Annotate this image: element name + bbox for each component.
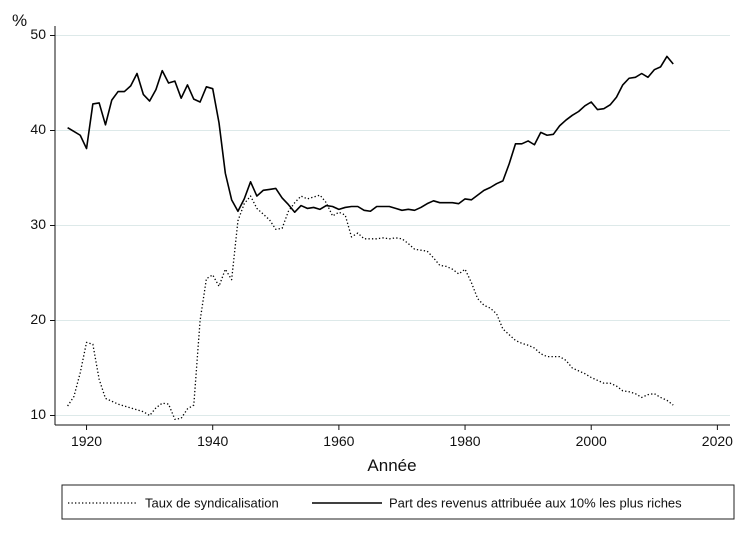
y-axis-title: % [12,11,27,30]
legend: Taux de syndicalisation Part des revenus… [61,484,735,520]
y-tick-label-10: 10 [30,406,46,422]
x-tick-label-2020: 2020 [702,433,733,449]
series-layer [67,55,674,420]
gridlines [55,35,730,416]
x-tick-label-2000: 2000 [576,433,607,449]
x-tick-label-1980: 1980 [449,433,480,449]
y-tick-label-40: 40 [30,121,46,137]
x-axis-title: Année [367,456,416,475]
y-tick-label-50: 50 [30,26,46,42]
x-tick-label-1960: 1960 [323,433,354,449]
series-line-part-revenus-10pct [67,55,674,213]
y-tick-label-30: 30 [30,216,46,232]
legend-label-part-revenus: Part des revenus attribuée aux 10% les p… [389,496,682,511]
legend-box [61,484,735,520]
x-tick-label-1940: 1940 [197,433,228,449]
x-tick-label-1920: 1920 [71,433,102,449]
legend-label-taux: Taux de syndicalisation [145,496,279,511]
y-tick-label-20: 20 [30,311,46,327]
series-line-taux-syndicalisation [67,194,674,420]
axes: 10 20 30 40 50 1920 1940 1960 1980 2000 2020 [30,26,733,449]
